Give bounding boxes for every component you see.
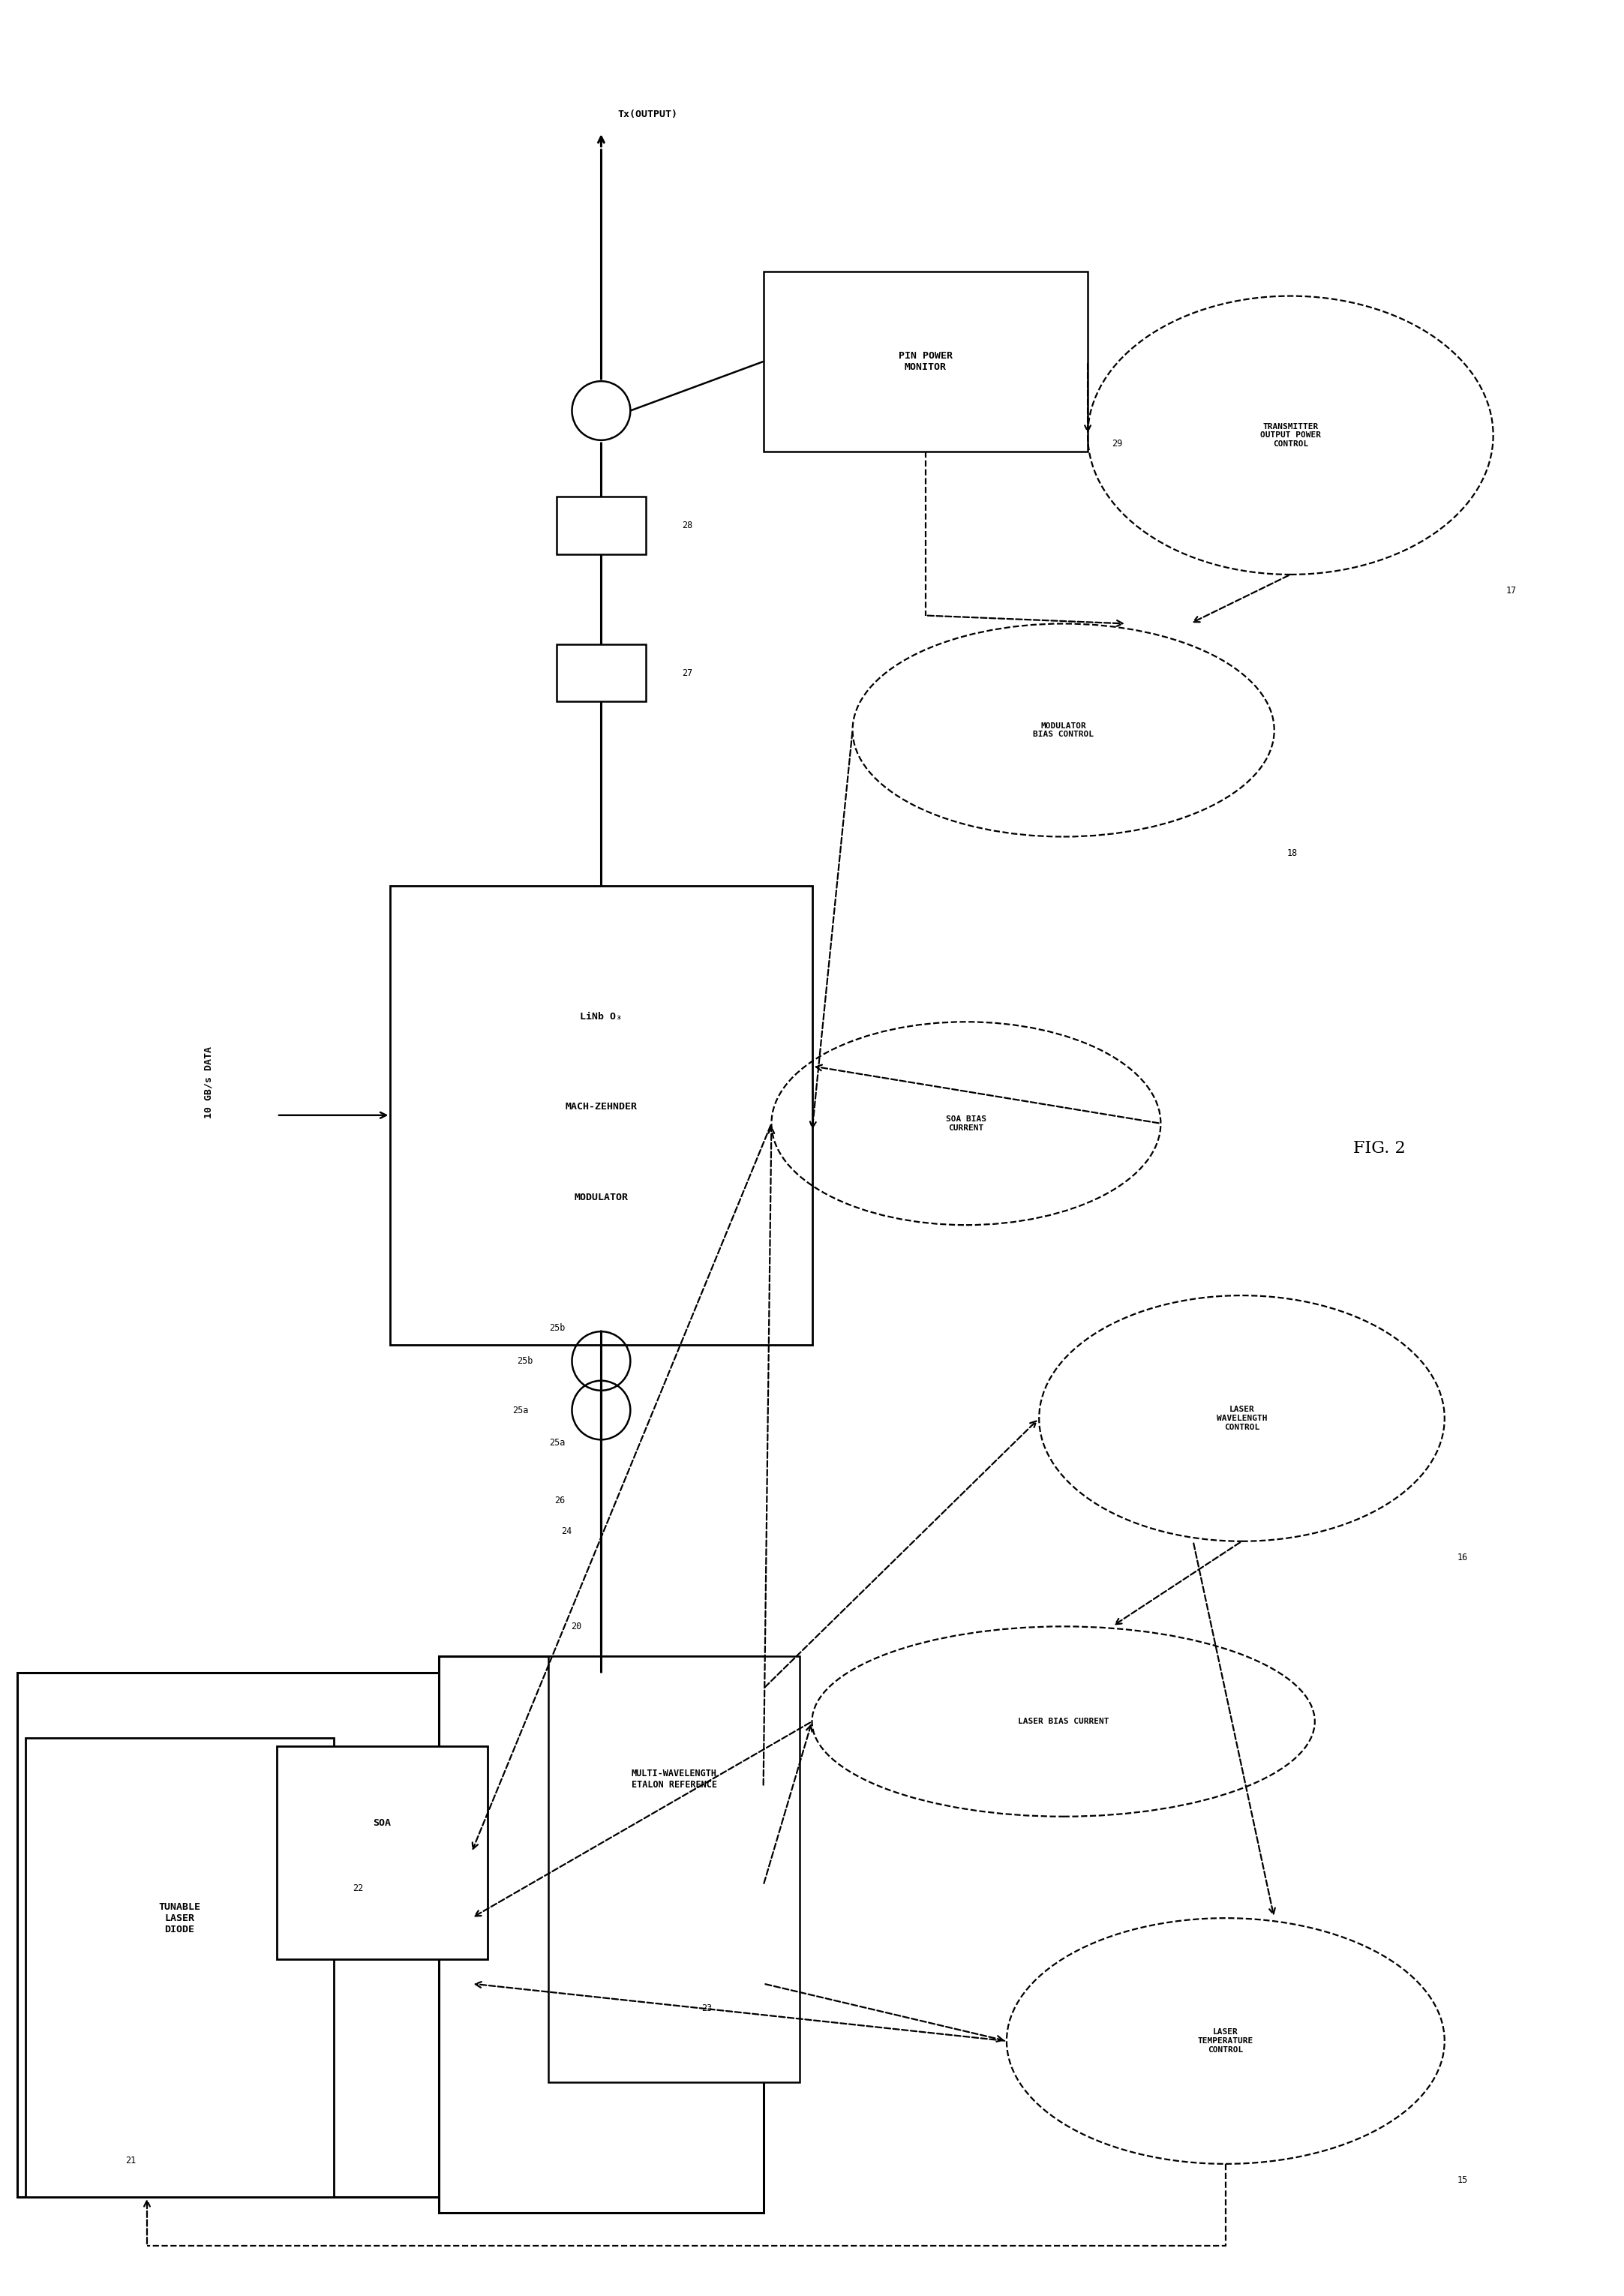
Text: 25b: 25b: [516, 1357, 533, 1366]
Text: MODULATOR: MODULATOR: [575, 1192, 628, 1203]
Text: 22: 22: [352, 1883, 364, 1894]
Text: PIN POWER
MONITOR: PIN POWER MONITOR: [898, 351, 953, 372]
Text: 26: 26: [555, 1495, 565, 1506]
Text: 25a: 25a: [512, 1405, 528, 1414]
Text: 25a: 25a: [549, 1437, 565, 1449]
Text: MACH-ZEHNDER: MACH-ZEHNDER: [565, 1102, 637, 1111]
Bar: [557, 645, 646, 703]
Bar: [557, 496, 646, 553]
Text: 16: 16: [1457, 1552, 1468, 1564]
Bar: [18, 1671, 471, 2197]
Text: 20: 20: [572, 1621, 581, 1632]
Text: LiNb O₃: LiNb O₃: [580, 1013, 622, 1022]
Bar: [763, 271, 1088, 452]
Bar: [438, 1655, 763, 2213]
Bar: [26, 1738, 333, 2197]
Text: 10 GB/s DATA: 10 GB/s DATA: [203, 1047, 213, 1118]
Text: LASER
WAVELENGTH
CONTROL: LASER WAVELENGTH CONTROL: [1216, 1405, 1267, 1430]
Text: TUNABLE
LASER
DIODE: TUNABLE LASER DIODE: [159, 1901, 200, 1933]
Text: 25b: 25b: [549, 1322, 565, 1334]
Text: 29: 29: [1112, 439, 1122, 448]
Text: 27: 27: [682, 668, 693, 677]
Bar: [276, 1745, 487, 1958]
Text: MODULATOR
BIAS CONTROL: MODULATOR BIAS CONTROL: [1033, 721, 1095, 739]
Bar: [549, 1655, 801, 2082]
Text: 21: 21: [125, 2156, 136, 2165]
Text: 23: 23: [702, 2004, 711, 2014]
Text: 18: 18: [1288, 847, 1298, 859]
Text: TRANSMITTER
OUTPUT POWER
CONTROL: TRANSMITTER OUTPUT POWER CONTROL: [1260, 422, 1320, 448]
Text: Tx(OUTPUT): Tx(OUTPUT): [617, 110, 677, 119]
Text: 15: 15: [1457, 2174, 1468, 2186]
Text: 17: 17: [1505, 585, 1517, 595]
Text: LASER
TEMPERATURE
CONTROL: LASER TEMPERATURE CONTROL: [1199, 2030, 1254, 2053]
Text: 28: 28: [682, 521, 693, 530]
Text: SOA BIAS
CURRENT: SOA BIAS CURRENT: [945, 1116, 986, 1132]
Text: FIG. 2: FIG. 2: [1353, 1139, 1406, 1157]
Bar: [390, 886, 812, 1345]
Text: SOA: SOA: [374, 1818, 391, 1828]
Text: 24: 24: [562, 1527, 572, 1536]
Text: LASER BIAS CURRENT: LASER BIAS CURRENT: [1018, 1717, 1109, 1724]
Text: MULTI-WAVELENGTH
ETALON REFERENCE: MULTI-WAVELENGTH ETALON REFERENCE: [632, 1768, 716, 1789]
